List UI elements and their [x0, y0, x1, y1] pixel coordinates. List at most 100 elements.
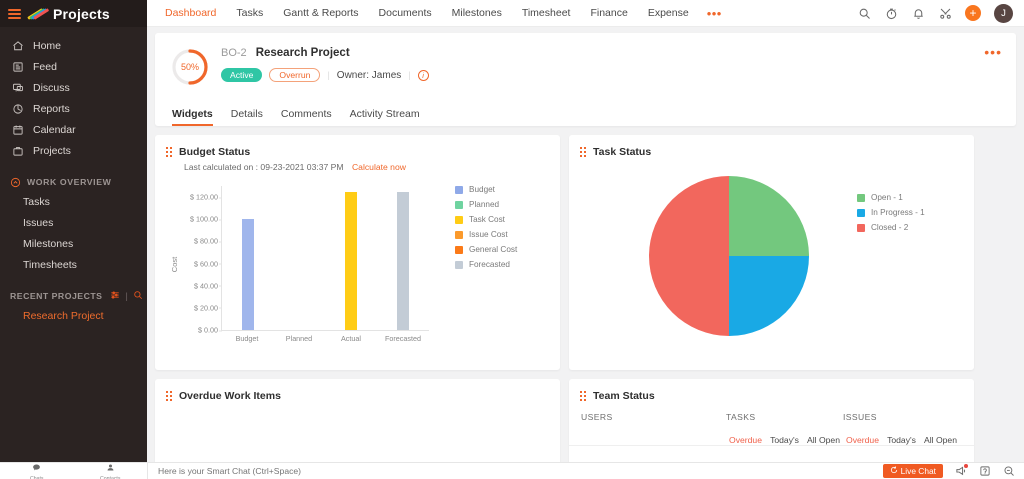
chevron-up-icon: [10, 177, 21, 188]
legend-item[interactable]: Task Cost: [455, 212, 517, 227]
tab-timesheet[interactable]: Timesheet: [512, 0, 581, 27]
recent-project-label: Research Project: [23, 309, 104, 322]
sidebar-sub-label: Issues: [23, 216, 54, 229]
drag-handle-icon[interactable]: [166, 147, 172, 157]
widget-title: Task Status: [593, 146, 652, 158]
timer-icon[interactable]: [884, 6, 898, 20]
sidebar-item-tasks[interactable]: Tasks: [0, 191, 147, 212]
sidebar-item-timesheets[interactable]: Timesheets: [0, 254, 147, 275]
chart-x-tick-label: Actual: [341, 334, 361, 343]
subcolumn-tasks-all-open[interactable]: All Open: [807, 435, 840, 445]
drag-handle-icon[interactable]: [580, 391, 586, 401]
sidebar-item-milestones[interactable]: Milestones: [0, 233, 147, 254]
sidebar-item-calendar[interactable]: Calendar: [0, 119, 147, 140]
filter-icon[interactable]: [110, 287, 120, 305]
legend-swatch: [857, 208, 865, 217]
sidebar-nav: Home Feed Discuss Reports: [0, 27, 147, 161]
bell-icon[interactable]: [911, 6, 925, 20]
pie-chart-shape: [649, 176, 809, 336]
legend-item[interactable]: Closed - 2: [857, 220, 925, 235]
calendar-icon: [12, 124, 24, 136]
add-button[interactable]: +: [965, 5, 981, 21]
sidebar-item-projects[interactable]: Projects: [0, 140, 147, 161]
legend-item[interactable]: In Progress - 1: [857, 205, 925, 220]
legend-item[interactable]: Open - 1: [857, 190, 925, 205]
help-icon[interactable]: [978, 465, 991, 478]
chart-plot-area: $ 0.00 $ 20.00 $ 40.00 $ 60.00 $ 80.00 $ 100.…: [190, 186, 429, 335]
legend-item[interactable]: Budget: [455, 182, 517, 197]
more-tabs-button[interactable]: •••: [706, 5, 722, 21]
overrun-badge[interactable]: Overrun: [269, 68, 321, 82]
subcolumn-tasks-todays[interactable]: Today's: [770, 435, 799, 445]
tab-gantt-reports[interactable]: Gantt & Reports: [273, 0, 368, 27]
tab-milestones[interactable]: Milestones: [442, 0, 512, 27]
calculate-now-link[interactable]: Calculate now: [351, 162, 406, 172]
search-icon[interactable]: [857, 6, 871, 20]
sidebar-sub-label: Milestones: [23, 237, 74, 250]
legend-item[interactable]: Forecasted: [455, 257, 517, 272]
sidebar-item-label: Projects: [33, 144, 71, 157]
sidebar-item-issues[interactable]: Issues: [0, 212, 147, 233]
smart-chat-input[interactable]: [158, 466, 458, 476]
tools-icon[interactable]: [938, 6, 952, 20]
chart-y-tick-label: $ 120.00: [190, 192, 222, 202]
discuss-icon: [12, 82, 24, 94]
sidebar-section-work-overview[interactable]: WORK OVERVIEW: [0, 173, 147, 191]
sidebar-item-label: Home: [33, 39, 62, 52]
chats-tab[interactable]: Chats: [0, 463, 74, 479]
info-icon[interactable]: i: [417, 69, 429, 81]
chart-legend: Open - 1 In Progress - 1 Closed - 2: [857, 190, 925, 235]
legend-item[interactable]: Issue Cost: [455, 227, 517, 242]
tab-activity-stream[interactable]: Activity Stream: [341, 108, 429, 126]
chart-bar[interactable]: [241, 219, 254, 330]
bottom-bar-actions: Live Chat: [882, 463, 1024, 478]
chart-x-tick-label: Planned: [285, 334, 313, 343]
search-icon[interactable]: [133, 287, 143, 305]
team-status-table: USERS TASKS ISSUES Overdue Today's All O…: [569, 402, 974, 446]
chart-bar[interactable]: [397, 191, 410, 330]
drag-handle-icon[interactable]: [166, 391, 172, 401]
user-avatar[interactable]: J: [994, 3, 1013, 23]
tab-tasks[interactable]: Tasks: [226, 0, 273, 27]
tab-dashboard[interactable]: Dashboard: [155, 0, 226, 27]
subtab-label: Comments: [280, 108, 332, 120]
sidebar-recent-project-research-project[interactable]: Research Project: [0, 305, 147, 326]
subcolumn-issues-all-open[interactable]: All Open: [924, 435, 957, 445]
subcolumn-tasks-overdue[interactable]: Overdue: [729, 435, 762, 445]
tab-widgets[interactable]: Widgets: [169, 108, 222, 126]
subcolumn-issues-todays[interactable]: Today's: [887, 435, 916, 445]
budget-last-calculated: Last calculated on : 09-23-2021 03:37 PM…: [155, 158, 560, 172]
sidebar-item-feed[interactable]: Feed: [0, 56, 147, 77]
chart-bar[interactable]: [345, 191, 358, 330]
hamburger-menu-icon[interactable]: [8, 8, 21, 19]
widget-task-status: Task Status Open - 1 In Progress - 1 Close…: [569, 135, 974, 370]
legend-swatch: [455, 245, 463, 254]
chats-label: Chats: [29, 475, 44, 479]
live-chat-button[interactable]: Live Chat: [882, 464, 943, 478]
tab-finance[interactable]: Finance: [580, 0, 637, 27]
contacts-tab[interactable]: Contacts: [74, 463, 148, 479]
column-header-issues: ISSUES: [843, 412, 877, 422]
legend-item[interactable]: Planned: [455, 197, 517, 212]
legend-item[interactable]: General Cost: [455, 242, 517, 257]
zoom-icon[interactable]: [1002, 465, 1015, 478]
legend-swatch: [455, 200, 463, 209]
sidebar-item-discuss[interactable]: Discuss: [0, 77, 147, 98]
chart-bar-column: [222, 186, 274, 330]
tab-details[interactable]: Details: [222, 108, 272, 126]
tab-comments[interactable]: Comments: [272, 108, 341, 126]
divider: |: [327, 70, 330, 80]
section-label: RECENT PROJECTS: [10, 291, 103, 301]
tab-documents[interactable]: Documents: [369, 0, 442, 27]
chart-bar-column: [274, 186, 326, 330]
tab-expense[interactable]: Expense: [638, 0, 699, 27]
sidebar-item-home[interactable]: Home: [0, 35, 147, 56]
sidebar-item-reports[interactable]: Reports: [0, 98, 147, 119]
subcolumn-issues-overdue[interactable]: Overdue: [846, 435, 879, 445]
legend-label: In Progress - 1: [871, 208, 925, 217]
announcement-icon[interactable]: [954, 463, 968, 478]
status-badge[interactable]: Active: [221, 68, 263, 82]
project-more-options-button[interactable]: •••: [984, 44, 1002, 60]
drag-handle-icon[interactable]: [580, 147, 586, 157]
chart-y-axis-label: Cost: [170, 256, 180, 273]
